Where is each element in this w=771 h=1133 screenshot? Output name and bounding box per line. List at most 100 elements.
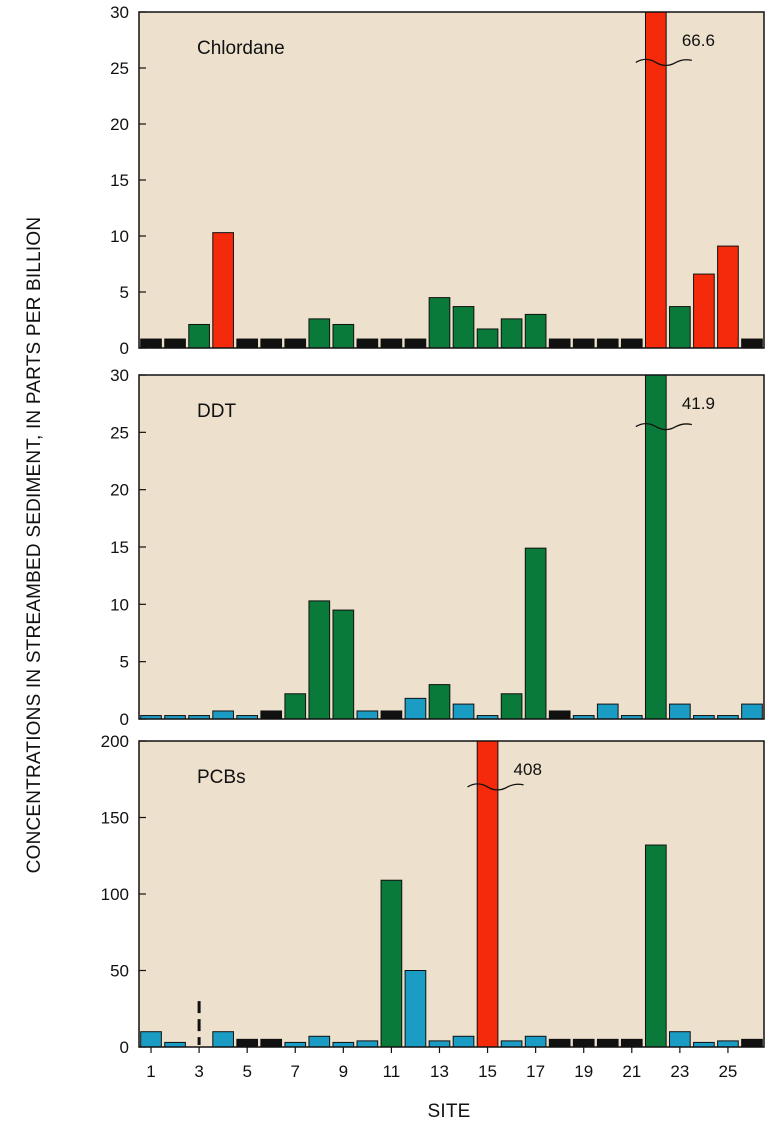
bar bbox=[188, 323, 210, 349]
x-axis-title: SITE bbox=[427, 1101, 470, 1122]
x-tick-label: 15 bbox=[478, 1062, 497, 1081]
bar bbox=[140, 338, 162, 349]
bar bbox=[596, 703, 619, 720]
bar bbox=[140, 1031, 162, 1048]
bar bbox=[620, 1038, 643, 1048]
y-axis-title: CONCENTRATIONS IN STREAMBED SEDIMENT, IN… bbox=[24, 217, 45, 874]
axis-break-mark bbox=[467, 783, 524, 791]
bar bbox=[644, 844, 667, 1048]
x-tick-label: 5 bbox=[242, 1062, 251, 1081]
bar bbox=[572, 1038, 595, 1048]
x-tick-label: 11 bbox=[383, 1062, 401, 1081]
bar bbox=[284, 693, 307, 720]
bar bbox=[596, 1038, 619, 1048]
bar bbox=[404, 338, 427, 349]
y-tick-label: 100 bbox=[101, 885, 129, 904]
bar bbox=[572, 338, 595, 349]
bar bbox=[380, 879, 403, 1048]
bar bbox=[308, 600, 331, 720]
bar bbox=[260, 1038, 283, 1048]
bar bbox=[500, 318, 523, 349]
bar bbox=[260, 338, 283, 349]
x-tick-label: 21 bbox=[622, 1062, 641, 1081]
axis-break-mark bbox=[635, 422, 692, 431]
bar bbox=[332, 609, 355, 720]
bar bbox=[260, 710, 283, 720]
y-tick-label: 200 bbox=[101, 732, 129, 751]
bar bbox=[596, 338, 619, 349]
plot-frame bbox=[138, 11, 765, 349]
x-tick-label: 23 bbox=[670, 1062, 689, 1081]
bar bbox=[452, 1035, 475, 1048]
bar bbox=[164, 338, 186, 349]
bar bbox=[308, 1035, 331, 1048]
y-tick-label: 5 bbox=[120, 283, 129, 302]
bar bbox=[669, 1031, 691, 1048]
bar bbox=[284, 338, 307, 349]
plot-frame bbox=[138, 374, 765, 720]
axis-break-mark bbox=[635, 58, 692, 67]
bar bbox=[212, 710, 234, 720]
x-tick-label: 19 bbox=[574, 1062, 593, 1081]
bar bbox=[524, 1035, 547, 1048]
bar bbox=[669, 703, 691, 720]
bar bbox=[741, 338, 763, 349]
bar bbox=[428, 684, 451, 720]
x-tick-label: 9 bbox=[339, 1062, 348, 1081]
panel-title: DDT bbox=[197, 401, 236, 422]
bar bbox=[404, 697, 427, 720]
bar bbox=[308, 318, 331, 349]
bar bbox=[476, 328, 499, 349]
bar bbox=[741, 1038, 763, 1048]
bar bbox=[452, 703, 475, 720]
x-tick-label: 3 bbox=[194, 1062, 203, 1081]
bar bbox=[428, 1040, 451, 1048]
panel-chlordane: 0 5 10 15 20 25 30 66.6 Chlordane bbox=[110, 3, 765, 358]
y-tick-label: 0 bbox=[120, 339, 129, 358]
x-tick-label: 13 bbox=[430, 1062, 449, 1081]
y-tick-label: 25 bbox=[110, 423, 129, 442]
bar bbox=[356, 1040, 379, 1048]
bar bbox=[548, 338, 571, 349]
bar bbox=[717, 1040, 739, 1048]
bar bbox=[212, 232, 234, 349]
value-annotation: 408 bbox=[514, 760, 542, 779]
plot-area bbox=[139, 375, 764, 719]
bar bbox=[548, 1038, 571, 1048]
panel-ddt: 0 5 10 15 20 25 30 41.9 DDT bbox=[110, 366, 765, 729]
bar bbox=[212, 1031, 234, 1048]
bar bbox=[717, 245, 739, 349]
bar bbox=[669, 306, 691, 349]
y-tick-label: 0 bbox=[120, 710, 129, 729]
y-tick-label: 0 bbox=[120, 1038, 129, 1057]
y-tick-label: 30 bbox=[110, 366, 129, 385]
y-tick-label: 5 bbox=[120, 653, 129, 672]
panel-title: Chlordane bbox=[197, 38, 285, 59]
bar bbox=[380, 338, 403, 349]
y-tick-label: 10 bbox=[110, 595, 129, 614]
y-tick-label: 150 bbox=[101, 809, 129, 828]
x-tick-label: 17 bbox=[526, 1062, 545, 1081]
bar bbox=[693, 273, 715, 349]
bar bbox=[620, 338, 643, 349]
x-tick-label: 25 bbox=[718, 1062, 737, 1081]
x-tick-label: 1 bbox=[146, 1062, 155, 1081]
bar bbox=[356, 338, 379, 349]
bar bbox=[236, 1038, 259, 1048]
bar bbox=[236, 338, 259, 349]
plot-frame bbox=[138, 740, 765, 1048]
bar bbox=[524, 313, 547, 349]
y-tick-label: 50 bbox=[110, 962, 129, 981]
bar bbox=[332, 323, 355, 349]
bar bbox=[356, 710, 379, 720]
bar bbox=[380, 710, 403, 720]
y-tick-label: 20 bbox=[110, 481, 129, 500]
bar bbox=[428, 297, 451, 349]
y-tick-label: 15 bbox=[110, 171, 129, 190]
bar bbox=[524, 547, 547, 720]
bar bbox=[404, 970, 427, 1048]
y-tick-label: 10 bbox=[110, 227, 129, 246]
